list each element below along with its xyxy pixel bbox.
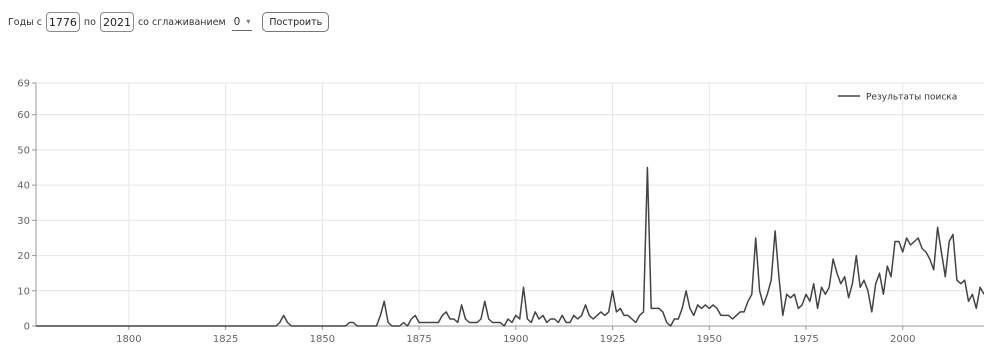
chevron-down-icon: ▾ bbox=[246, 17, 251, 26]
legend-label: Результаты поиска bbox=[866, 93, 957, 103]
x-tick-label: 1825 bbox=[213, 334, 238, 345]
years-from-label: Годы с bbox=[8, 16, 42, 28]
y-tick-label: 10 bbox=[17, 286, 30, 297]
x-tick-label: 1875 bbox=[406, 334, 431, 345]
smoothing-select[interactable]: 0 ▾ bbox=[231, 14, 253, 31]
y-tick-label: 0 bbox=[24, 322, 30, 333]
y-tick-label: 30 bbox=[17, 216, 30, 227]
y-tick-label: 20 bbox=[17, 251, 30, 262]
y-tick-label: 50 bbox=[17, 145, 30, 156]
series-line bbox=[36, 166, 984, 327]
chart-series bbox=[36, 166, 984, 327]
chart-grid bbox=[36, 82, 984, 326]
y-tick-label: 69 bbox=[17, 79, 30, 90]
year-to-input[interactable] bbox=[99, 12, 134, 32]
x-tick-label: 1800 bbox=[116, 334, 141, 345]
year-from-input[interactable] bbox=[45, 12, 80, 32]
x-tick-label: 2000 bbox=[890, 334, 915, 345]
y-tick-label: 60 bbox=[17, 110, 30, 121]
chart-axes: 0 10 20 30 40 50 60 69 1800 1825 1850 1875 1900 1925 1… bbox=[17, 79, 984, 345]
to-label: по bbox=[83, 16, 96, 28]
x-tick-label: 1900 bbox=[503, 334, 528, 345]
smoothing-label: со сглаживанием bbox=[137, 16, 226, 28]
x-tick-label: 1850 bbox=[310, 334, 335, 345]
smoothing-value: 0 bbox=[233, 15, 241, 28]
y-tick-label: 40 bbox=[17, 181, 30, 192]
chart-controls: Годы с по со сглаживанием 0 ▾ Построить bbox=[8, 10, 330, 34]
build-button[interactable]: Построить bbox=[262, 12, 330, 32]
x-tick-label: 1950 bbox=[697, 334, 722, 345]
x-tick-label: 1925 bbox=[600, 334, 625, 345]
x-tick-label: 1975 bbox=[793, 334, 818, 345]
chart-legend: Результаты поиска bbox=[838, 93, 957, 103]
